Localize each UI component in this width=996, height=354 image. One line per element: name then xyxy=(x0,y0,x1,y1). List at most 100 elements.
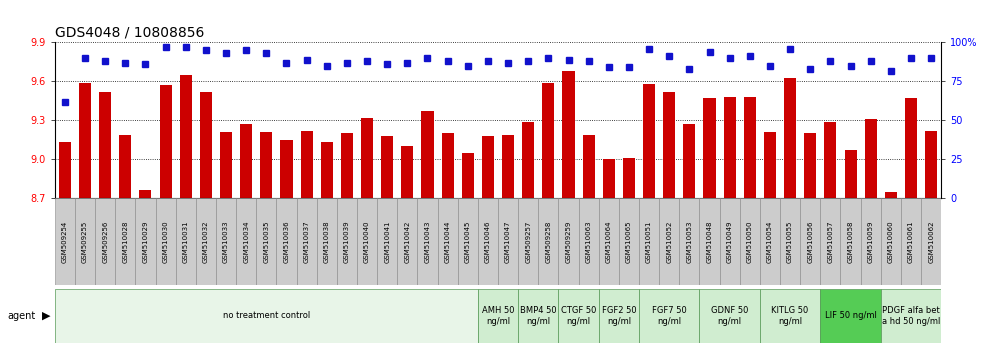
Bar xyxy=(159,85,171,198)
Bar xyxy=(884,192,897,198)
Bar xyxy=(563,71,575,198)
Bar xyxy=(619,198,639,285)
Bar xyxy=(861,198,880,285)
Bar xyxy=(175,198,196,285)
Text: LIF 50 ng/ml: LIF 50 ng/ml xyxy=(825,312,876,320)
Text: GSM510054: GSM510054 xyxy=(767,221,773,263)
Text: GSM510048: GSM510048 xyxy=(706,220,712,263)
Text: GSM510063: GSM510063 xyxy=(586,220,592,263)
Bar xyxy=(478,289,518,343)
Bar xyxy=(59,142,71,198)
Text: GSM510061: GSM510061 xyxy=(908,220,914,263)
Bar xyxy=(139,190,151,198)
Bar xyxy=(744,97,756,198)
Bar xyxy=(301,131,313,198)
Bar xyxy=(75,198,95,285)
Text: GSM510062: GSM510062 xyxy=(928,220,934,263)
Bar xyxy=(256,198,276,285)
Bar xyxy=(699,198,719,285)
Bar xyxy=(579,198,599,285)
Bar xyxy=(659,198,679,285)
Bar xyxy=(599,198,619,285)
Bar xyxy=(760,289,821,343)
Text: FGF7 50
ng/ml: FGF7 50 ng/ml xyxy=(651,306,686,326)
Bar xyxy=(764,132,776,198)
Text: GSM509258: GSM509258 xyxy=(546,221,552,263)
Bar xyxy=(784,78,796,198)
Bar xyxy=(441,133,454,198)
Text: no treatment control: no treatment control xyxy=(223,312,310,320)
Text: GSM509256: GSM509256 xyxy=(103,221,109,263)
Bar xyxy=(740,198,760,285)
Bar xyxy=(79,83,91,198)
Bar xyxy=(518,289,559,343)
Bar xyxy=(760,198,780,285)
Text: PDGF alfa bet
a hd 50 ng/ml: PDGF alfa bet a hd 50 ng/ml xyxy=(881,306,940,326)
Text: GSM510042: GSM510042 xyxy=(404,221,410,263)
Bar xyxy=(921,198,941,285)
Bar xyxy=(317,198,337,285)
Bar xyxy=(683,124,695,198)
Bar xyxy=(518,198,538,285)
Text: GSM510029: GSM510029 xyxy=(142,220,148,263)
Text: GSM510065: GSM510065 xyxy=(625,220,631,263)
Bar xyxy=(478,198,498,285)
Bar xyxy=(116,198,135,285)
Bar xyxy=(155,198,175,285)
Bar xyxy=(543,83,555,198)
Bar xyxy=(357,198,377,285)
Bar xyxy=(179,75,192,198)
Text: GSM509257: GSM509257 xyxy=(525,221,531,263)
Bar xyxy=(401,146,413,198)
Text: GSM510040: GSM510040 xyxy=(365,220,371,263)
Text: GSM510056: GSM510056 xyxy=(808,220,814,263)
Bar xyxy=(865,119,876,198)
Text: GSM510060: GSM510060 xyxy=(887,220,893,263)
Text: BMP4 50
ng/ml: BMP4 50 ng/ml xyxy=(520,306,557,326)
Bar xyxy=(277,198,297,285)
Bar xyxy=(699,289,760,343)
Bar xyxy=(841,198,861,285)
Text: GSM510051: GSM510051 xyxy=(646,220,652,263)
Bar xyxy=(220,132,232,198)
Text: GSM510038: GSM510038 xyxy=(324,220,330,263)
Text: GSM510041: GSM510041 xyxy=(384,220,390,263)
Bar xyxy=(804,133,817,198)
Bar xyxy=(421,111,433,198)
Bar xyxy=(260,132,272,198)
Bar xyxy=(901,198,921,285)
Bar xyxy=(417,198,437,285)
Bar xyxy=(361,118,374,198)
Text: GSM510033: GSM510033 xyxy=(223,220,229,263)
Bar xyxy=(724,97,736,198)
Bar xyxy=(482,136,494,198)
Bar xyxy=(703,98,715,198)
Text: GSM510030: GSM510030 xyxy=(162,220,168,263)
Text: GSM510034: GSM510034 xyxy=(243,220,249,263)
Bar xyxy=(297,198,317,285)
Bar xyxy=(880,198,901,285)
Bar xyxy=(639,289,699,343)
Bar xyxy=(381,136,393,198)
Text: GSM510064: GSM510064 xyxy=(606,220,612,263)
Bar xyxy=(498,198,518,285)
Bar xyxy=(643,84,655,198)
Bar xyxy=(135,198,155,285)
Text: GSM510049: GSM510049 xyxy=(727,220,733,263)
Text: GSM510032: GSM510032 xyxy=(203,220,209,263)
Text: GSM509255: GSM509255 xyxy=(82,221,88,263)
Bar xyxy=(437,198,458,285)
Bar xyxy=(780,198,800,285)
Bar xyxy=(120,135,131,198)
Text: CTGF 50
ng/ml: CTGF 50 ng/ml xyxy=(561,306,597,326)
Text: GSM510058: GSM510058 xyxy=(848,220,854,263)
Bar xyxy=(821,198,841,285)
Bar xyxy=(55,198,75,285)
Bar xyxy=(583,135,595,198)
Bar xyxy=(458,198,478,285)
Text: GSM510055: GSM510055 xyxy=(787,221,793,263)
Bar xyxy=(800,198,821,285)
Bar xyxy=(679,198,699,285)
Text: GSM510037: GSM510037 xyxy=(304,220,310,263)
Bar xyxy=(538,198,559,285)
